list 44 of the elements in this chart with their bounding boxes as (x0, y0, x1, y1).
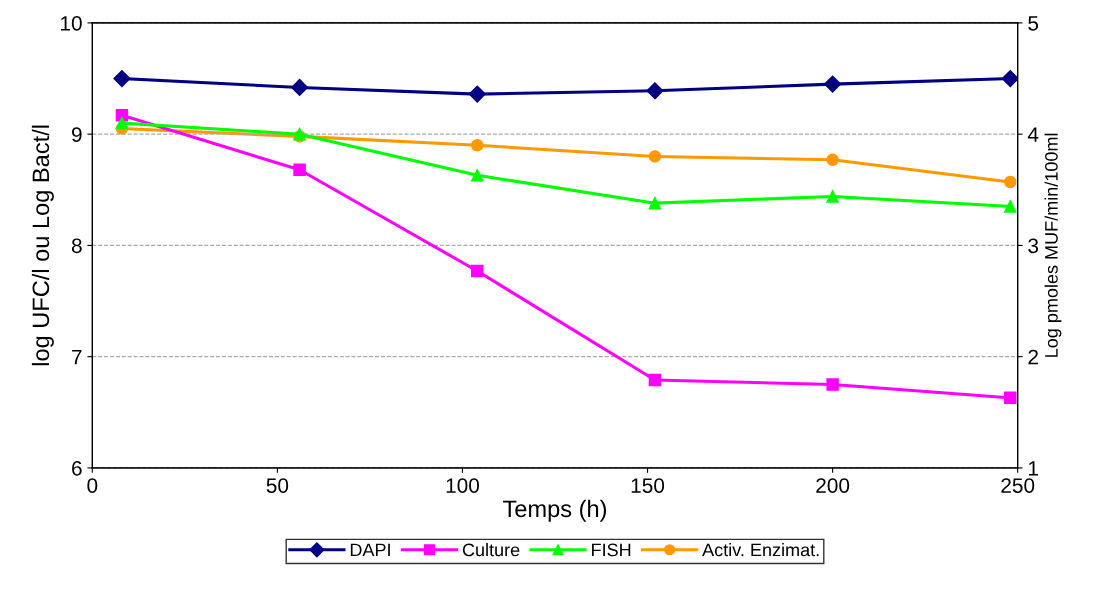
point (468, 85, 486, 103)
legend-label: Activ. Enzimat. (702, 543, 819, 557)
y2-tick-label: 5 (1028, 16, 1039, 31)
point (826, 378, 839, 391)
legend-label: FISH (592, 543, 631, 557)
y-tick-label: 8 (71, 238, 82, 254)
point (471, 169, 484, 182)
point (646, 82, 664, 100)
x-tick-label: 100 (446, 478, 480, 493)
point (826, 190, 839, 203)
point (291, 78, 309, 96)
legend-label: DAPI (350, 543, 390, 557)
legend-label: Culture (462, 543, 520, 557)
y2-axis-title: Log pmoles MUF/min/100ml (1044, 133, 1062, 357)
x-axis-title: Temps (h) (503, 499, 607, 522)
y2-tick-label: 1 (1028, 461, 1038, 476)
x-tick-label: 250 (1001, 478, 1035, 493)
point (1004, 175, 1017, 189)
y-tick-label: 7 (72, 349, 82, 365)
point (1001, 69, 1018, 88)
y2-tick-label: 4 (1027, 127, 1039, 142)
point (1004, 200, 1017, 213)
y-tick-label: 10 (61, 15, 82, 31)
y-tick-label: 6 (72, 460, 82, 476)
point (648, 373, 662, 387)
y-axis-title: log UFC/l ou Log Bact/l (31, 125, 54, 366)
point (471, 139, 484, 152)
x-tick-label: 200 (816, 478, 850, 493)
x-tick-label: 0 (87, 478, 98, 493)
point (1004, 391, 1017, 405)
point (648, 150, 662, 163)
point (824, 75, 842, 93)
point (113, 69, 131, 88)
y2-tick-label: 3 (1028, 238, 1039, 254)
y2-tick-label: 2 (1028, 349, 1038, 365)
x-tick-label: 150 (631, 478, 665, 493)
point (471, 264, 484, 278)
point (115, 109, 129, 122)
point (293, 163, 306, 177)
x-tick-label: 50 (266, 478, 289, 493)
point (826, 153, 839, 167)
point (648, 196, 662, 210)
point (115, 116, 129, 130)
y-tick-label: 9 (71, 127, 82, 142)
